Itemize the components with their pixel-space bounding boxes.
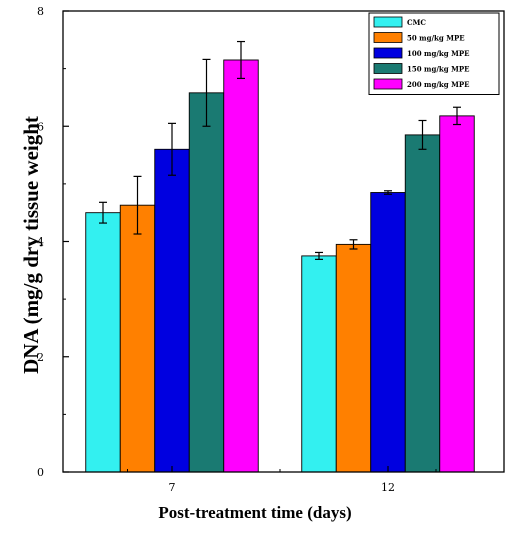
error-bars-group <box>99 40 461 260</box>
bars-group <box>85 59 475 473</box>
bar-50-mg-kg-mpe-day-7 <box>119 204 156 473</box>
bar-200-mg-kg-mpe-day-12 <box>439 115 475 473</box>
bar-cmc-day-12 <box>301 255 337 473</box>
y-tick-label-8: 8 <box>37 5 44 18</box>
legend-label: 100 mg/kg MPE <box>407 49 469 58</box>
legend: CMC 50 mg/kg MPE 100 mg/kg MPE 150 mg/kg MP… <box>368 12 500 95</box>
legend-label: 200 mg/kg MPE <box>407 80 469 89</box>
y-tick-label-4: 4 <box>37 236 44 249</box>
bar-100-mg-kg-mpe-day-7 <box>154 148 190 473</box>
legend-swatch <box>373 47 403 59</box>
legend-label: 150 mg/kg MPE <box>407 65 469 74</box>
legend-swatch <box>373 78 403 90</box>
bar-150-mg-kg-mpe-day-12 <box>404 134 441 473</box>
y-axis-title: DNA (mg/g dry tissue weight <box>19 116 43 374</box>
legend-swatch <box>373 32 403 43</box>
legend-label: 50 mg/kg MPE <box>407 34 465 43</box>
y-tick-label-6: 6 <box>37 120 44 133</box>
x-axis-title: Post-treatment time (days) <box>158 503 351 522</box>
x-tick-label-12: 12 <box>381 481 395 494</box>
x-axis: 7 12 <box>127 466 437 494</box>
y-tick-label-0: 0 <box>37 466 44 479</box>
bar-200-mg-kg-mpe-day-7 <box>223 59 259 473</box>
legend-label: CMC <box>407 18 426 27</box>
legend-swatch <box>373 63 403 74</box>
bar-50-mg-kg-mpe-day-12 <box>335 243 372 473</box>
bar-150-mg-kg-mpe-day-7 <box>188 92 225 473</box>
legend-swatch <box>373 16 403 28</box>
x-tick-label-7: 7 <box>169 481 176 494</box>
y-tick-label-2: 2 <box>37 351 44 364</box>
bar-cmc-day-7 <box>85 212 121 473</box>
y-axis: 0 2 4 6 8 <box>37 5 69 479</box>
bar-100-mg-kg-mpe-day-12 <box>370 192 406 473</box>
